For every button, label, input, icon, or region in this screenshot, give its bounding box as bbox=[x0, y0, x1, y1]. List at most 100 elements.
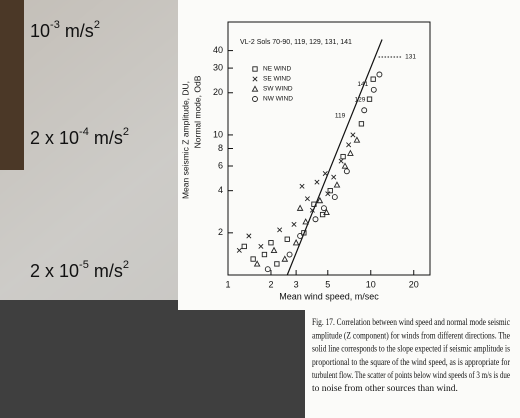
y-tick-label: 30 bbox=[213, 62, 223, 72]
side-label-unit-exp: 2 bbox=[94, 19, 100, 31]
legend-marker bbox=[252, 76, 258, 82]
point bbox=[361, 107, 368, 114]
side-label-unit-exp: 2 bbox=[123, 126, 129, 138]
y-tick-label: 40 bbox=[213, 45, 223, 55]
point bbox=[270, 246, 278, 253]
point bbox=[343, 168, 350, 175]
point bbox=[331, 174, 337, 180]
point bbox=[297, 233, 304, 239]
point bbox=[284, 236, 290, 242]
point bbox=[261, 251, 268, 258]
point bbox=[314, 179, 320, 185]
side-label-unit: m/s bbox=[60, 21, 94, 41]
y-tick-label: 4 bbox=[218, 185, 223, 195]
point bbox=[309, 207, 315, 213]
y-tick-label: 20 bbox=[213, 87, 223, 97]
x-tick-label: 20 bbox=[409, 279, 419, 289]
point bbox=[325, 191, 331, 197]
point bbox=[268, 240, 274, 246]
point bbox=[250, 256, 256, 262]
side-label: 10-3 m/s2 bbox=[30, 19, 100, 41]
point bbox=[264, 266, 271, 273]
side-label-unit: m/s bbox=[89, 128, 123, 148]
x-tick-label: 2 bbox=[268, 279, 273, 289]
point bbox=[347, 149, 354, 156]
legend-label: SW WIND bbox=[263, 86, 293, 93]
caption-line: to noise from other sources than wind. bbox=[312, 383, 458, 394]
side-label-exp: -5 bbox=[79, 259, 89, 271]
x-tick-label: 5 bbox=[325, 279, 330, 289]
caption-line: amplitude (Z component) for winds from d… bbox=[312, 330, 510, 341]
caption-line: solid line corresponds to the slope expe… bbox=[312, 344, 510, 355]
point bbox=[274, 261, 280, 267]
y-tick-label: 8 bbox=[218, 143, 223, 153]
point bbox=[281, 255, 289, 262]
legend-label: SE WIND bbox=[263, 76, 291, 83]
photo-patch bbox=[0, 0, 24, 170]
side-label-exp: -4 bbox=[79, 126, 89, 138]
x-tick-label: 10 bbox=[366, 279, 376, 289]
side-label-base: 2 x 10 bbox=[30, 128, 79, 148]
point bbox=[316, 196, 324, 204]
legend-label: NE WIND bbox=[263, 66, 291, 73]
point bbox=[277, 227, 283, 233]
point bbox=[291, 221, 297, 227]
chart-title: VL-2 Sols 70-90, 119, 129, 131, 141 bbox=[240, 39, 352, 46]
caption-line: proportional to the square of the wind s… bbox=[312, 357, 511, 368]
legend-marker bbox=[252, 66, 258, 72]
point bbox=[311, 201, 317, 207]
point bbox=[304, 196, 310, 202]
y-tick-label: 2 bbox=[218, 227, 223, 237]
point bbox=[346, 142, 352, 148]
y-axis-label: Mean seismic Z amplitude, DU, bbox=[180, 81, 190, 199]
point bbox=[320, 205, 327, 212]
legend-marker bbox=[252, 96, 258, 102]
point bbox=[322, 171, 328, 177]
point bbox=[350, 132, 356, 138]
y-tick-label: 10 bbox=[213, 129, 223, 139]
point bbox=[286, 251, 293, 258]
point bbox=[296, 204, 304, 211]
point bbox=[236, 247, 242, 253]
point bbox=[366, 96, 373, 102]
point bbox=[338, 158, 344, 164]
x-axis-label: Mean wind speed, m/sec bbox=[279, 291, 379, 301]
point bbox=[341, 162, 349, 169]
point bbox=[331, 194, 338, 201]
point bbox=[299, 183, 305, 189]
side-label-base: 10 bbox=[30, 21, 50, 41]
side-label-unit: m/s bbox=[89, 261, 123, 281]
side-label: 2 x 10-4 m/s2 bbox=[30, 126, 129, 148]
point bbox=[302, 218, 310, 225]
annotation: 129 bbox=[355, 97, 366, 104]
point bbox=[370, 76, 376, 82]
y-axis-label: Normal mode, OdB bbox=[192, 75, 202, 148]
side-label-exp: -3 bbox=[50, 19, 60, 31]
photo-patch bbox=[0, 300, 305, 418]
point bbox=[258, 243, 264, 249]
side-label-base: 2 x 10 bbox=[30, 261, 79, 281]
point bbox=[312, 216, 319, 223]
point bbox=[323, 208, 330, 216]
point bbox=[292, 239, 300, 246]
point bbox=[246, 233, 252, 239]
point bbox=[358, 121, 365, 127]
x-tick-label: 1 bbox=[225, 279, 230, 289]
annotation: 131 bbox=[405, 54, 416, 61]
side-label-unit-exp: 2 bbox=[123, 259, 129, 271]
point bbox=[333, 181, 341, 188]
point bbox=[376, 71, 383, 78]
caption-line: turbulent flow. The scatter of points be… bbox=[312, 370, 510, 381]
point bbox=[327, 188, 333, 194]
point bbox=[241, 243, 247, 250]
annotation: 119 bbox=[335, 112, 346, 119]
caption-panel bbox=[305, 305, 520, 418]
annotation: 141 bbox=[357, 81, 368, 88]
point bbox=[301, 230, 307, 236]
legend-marker bbox=[251, 85, 259, 92]
legend-label: NW WIND bbox=[263, 96, 293, 103]
point bbox=[353, 136, 361, 143]
x-tick-label: 3 bbox=[294, 279, 299, 289]
